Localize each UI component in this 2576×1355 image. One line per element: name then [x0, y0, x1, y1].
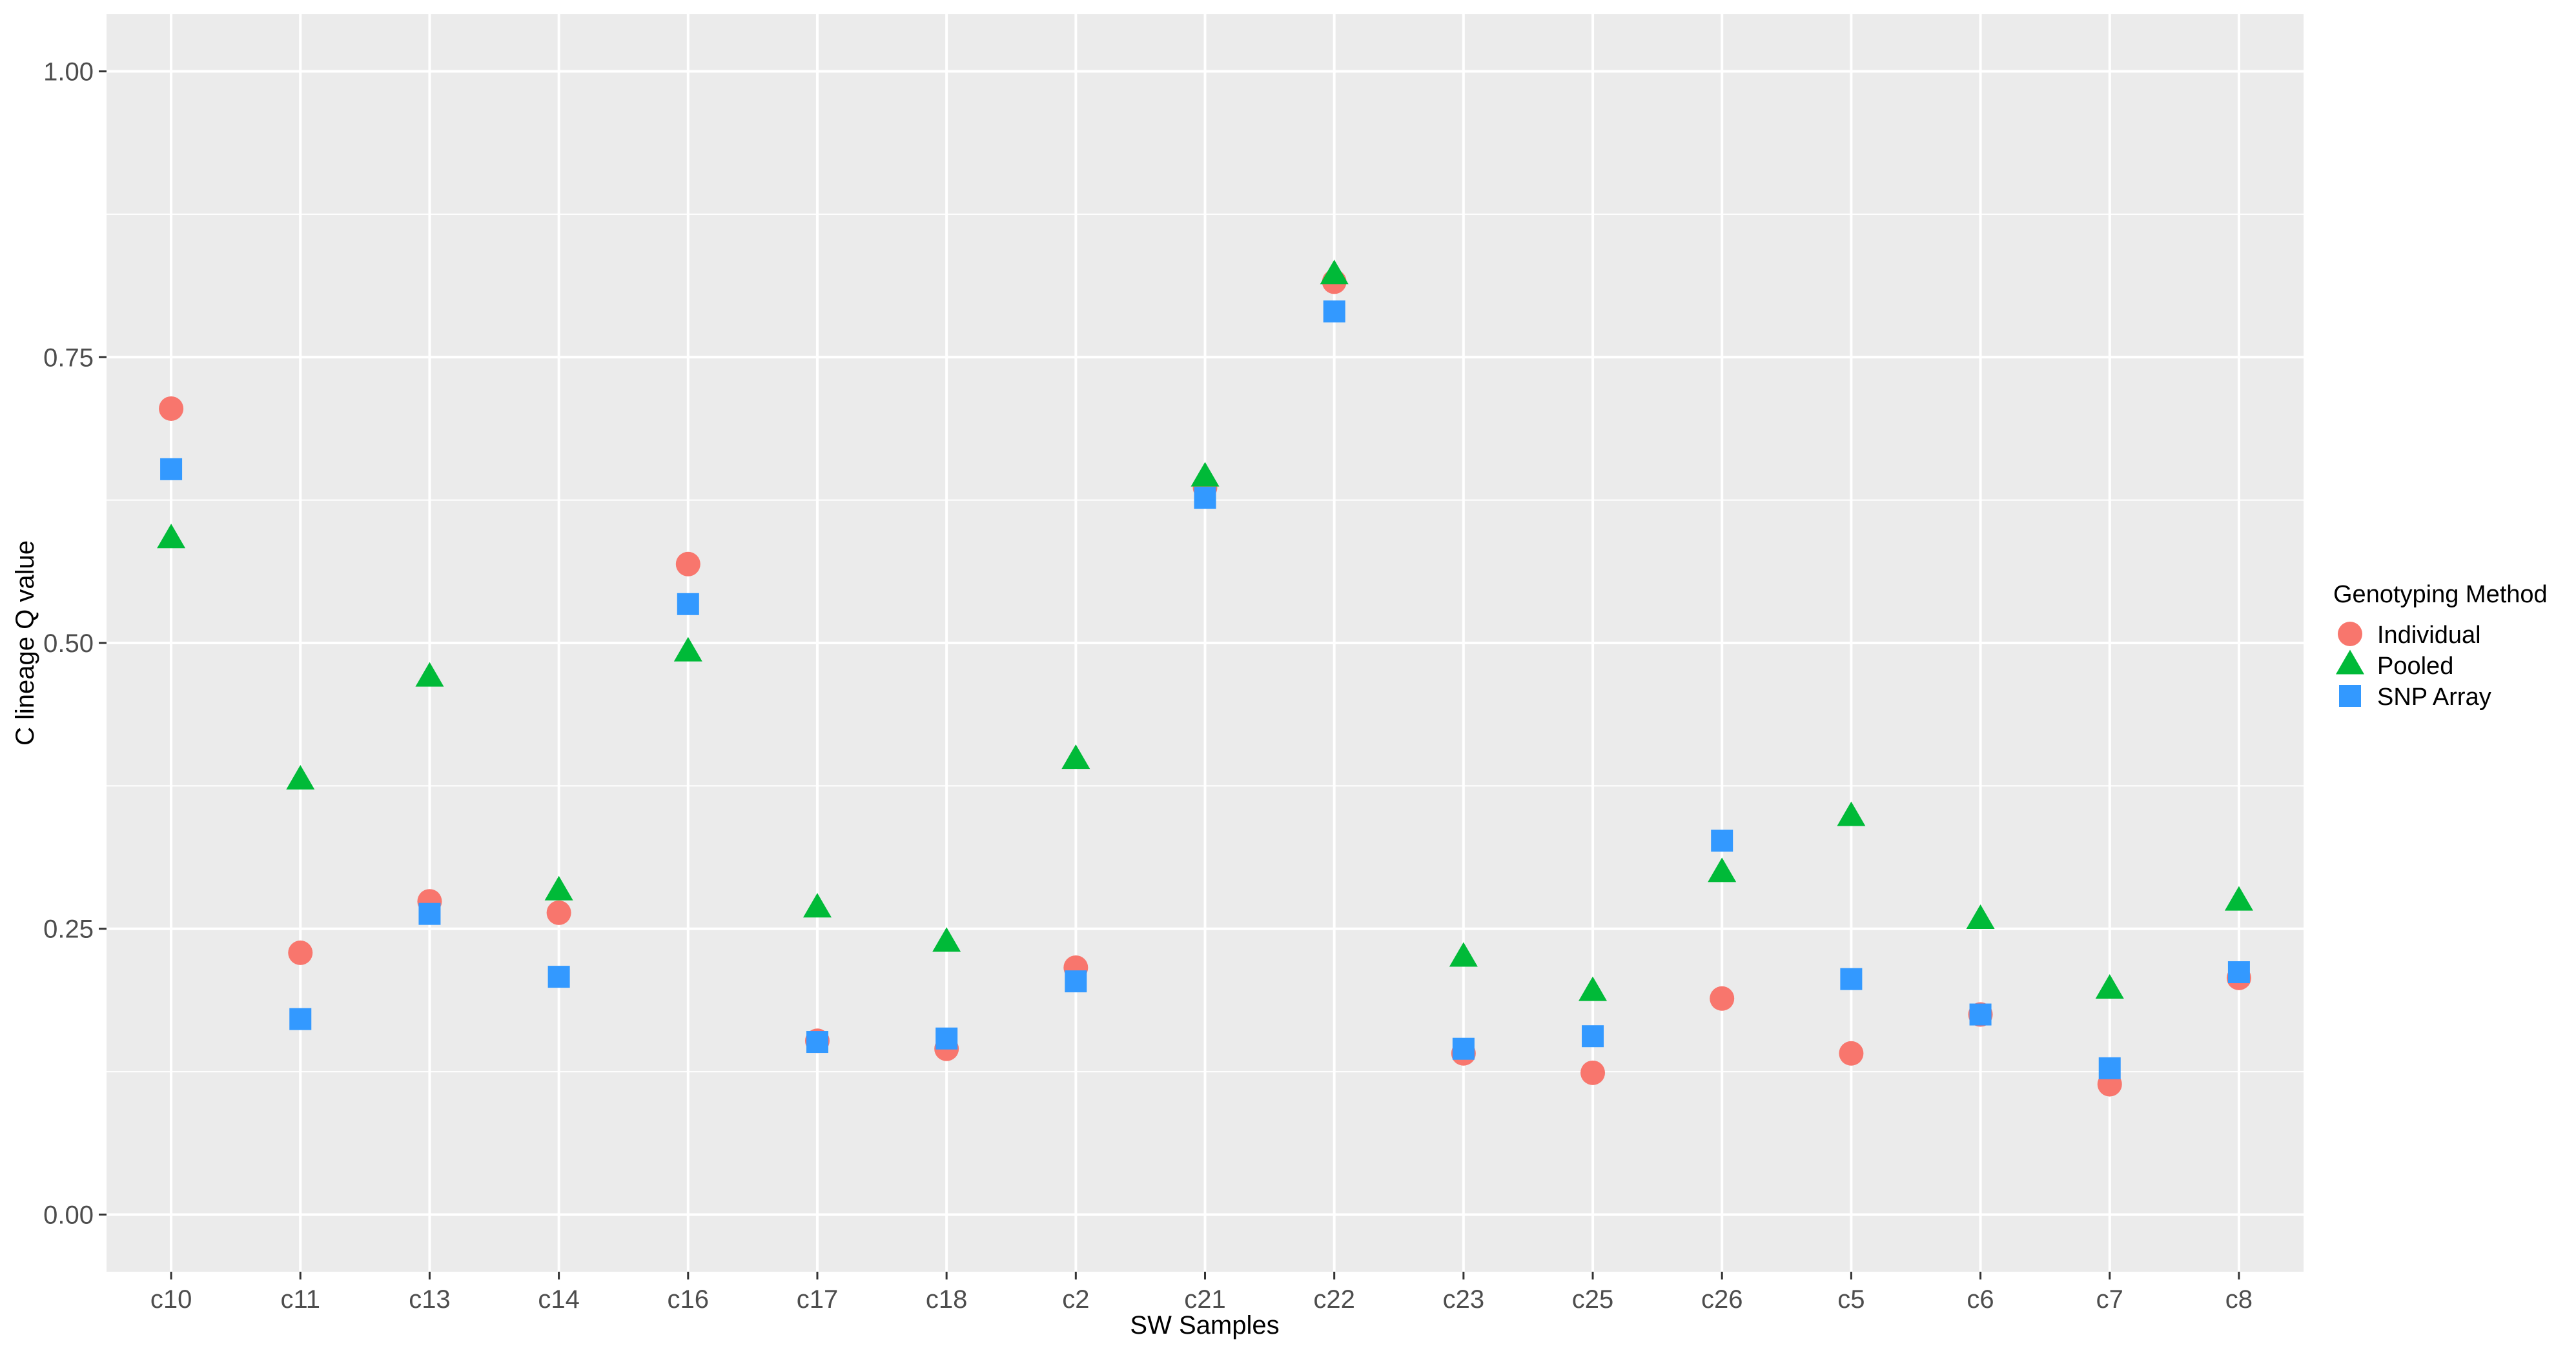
data-point-square [160, 458, 183, 480]
y-tick-label: 0.00 [43, 1201, 94, 1229]
data-point-square [2098, 1057, 2121, 1079]
data-point-triangle [286, 764, 315, 790]
data-point-triangle [1449, 942, 1478, 967]
data-point-square [1194, 487, 1216, 509]
x-tick-label: c7 [2096, 1285, 2123, 1314]
data-point-square [418, 902, 441, 925]
x-tick-label: c10 [150, 1285, 192, 1314]
y-axis-ticks: 0.00 0.25 0.50 0.75 1.00 [43, 58, 107, 1229]
x-axis-ticks: c10 c11 c13 c14 c16 c17 c18 c2 c21 c22 c23 c25 c26 c5… [150, 1272, 2253, 1314]
data-point-triangle [1708, 857, 1737, 882]
data-point-triangle [1966, 904, 1995, 929]
data-point-square [289, 1008, 312, 1030]
y-tick-label: 0.75 [43, 343, 94, 372]
x-tick-label: c5 [1837, 1285, 1865, 1314]
legend-label: Pooled [2377, 653, 2453, 680]
x-tick-label: c11 [280, 1285, 320, 1314]
x-axis-title: SW Samples [1130, 1311, 1279, 1340]
data-point-square [547, 966, 570, 988]
data-point-circle [288, 940, 313, 965]
data-point-square [1323, 300, 1345, 323]
y-axis-title: C lineage Q value [11, 540, 39, 746]
data-point-square [1969, 1003, 1992, 1026]
series-snp-array [160, 300, 2250, 1079]
data-point-square [806, 1031, 828, 1054]
data-point-square [935, 1027, 958, 1050]
x-tick-label: c23 [1443, 1285, 1485, 1314]
data-point-circle [546, 900, 571, 925]
data-point-triangle [1837, 801, 1866, 826]
y-tick-label: 0.50 [43, 629, 94, 658]
data-point-square [677, 593, 699, 615]
data-point-square [1582, 1025, 1604, 1048]
data-point-square [2227, 961, 2250, 984]
data-point-triangle [802, 893, 832, 918]
x-tick-label: c16 [668, 1285, 710, 1314]
data-point-triangle [157, 524, 186, 549]
data-point-triangle [673, 637, 702, 662]
x-tick-label: c6 [1967, 1285, 1994, 1314]
data-point-triangle [1191, 462, 1220, 487]
legend-key-triangle [2336, 649, 2364, 675]
x-tick-label: c2 [1062, 1285, 1089, 1314]
x-tick-label: c22 [1313, 1285, 1355, 1314]
x-tick-label: c8 [2225, 1285, 2253, 1314]
x-tick-label: c21 [1184, 1285, 1226, 1314]
data-point-circle [1580, 1060, 1606, 1085]
data-point-circle [1710, 986, 1735, 1011]
series-pooled [157, 260, 2253, 1001]
legend-key-square [2339, 685, 2361, 707]
data-point-triangle [1061, 744, 1090, 769]
data-point-triangle [2224, 886, 2253, 911]
legend-title: Genotyping Method [2333, 581, 2548, 608]
data-point-triangle [1320, 260, 1349, 285]
x-tick-label: c25 [1572, 1285, 1614, 1314]
legend-label: SNP Array [2377, 684, 2491, 711]
legend-key-circle [2338, 622, 2362, 646]
y-tick-label: 1.00 [43, 58, 94, 87]
data-points [157, 260, 2253, 1097]
x-tick-label: c13 [409, 1285, 451, 1314]
x-tick-label: c17 [797, 1285, 839, 1314]
data-point-triangle [1579, 976, 1608, 1001]
data-point-square [1452, 1037, 1475, 1060]
data-point-triangle [932, 927, 961, 952]
data-point-circle [159, 396, 184, 421]
legend-label: Individual [2377, 622, 2481, 649]
legend: Genotyping Method Individual Pooled SNP Ar… [2333, 581, 2548, 711]
data-point-triangle [415, 662, 444, 687]
data-point-square [1840, 968, 1863, 990]
data-point-square [1065, 970, 1087, 993]
data-point-triangle [544, 875, 573, 901]
x-tick-label: c26 [1701, 1285, 1743, 1314]
y-tick-label: 0.25 [43, 915, 94, 944]
data-point-triangle [2095, 974, 2124, 999]
x-tick-label: c14 [538, 1285, 580, 1314]
data-point-square [1711, 830, 1733, 852]
x-tick-label: c18 [926, 1285, 968, 1314]
data-point-circle [1839, 1041, 1864, 1066]
data-point-circle [675, 551, 700, 576]
